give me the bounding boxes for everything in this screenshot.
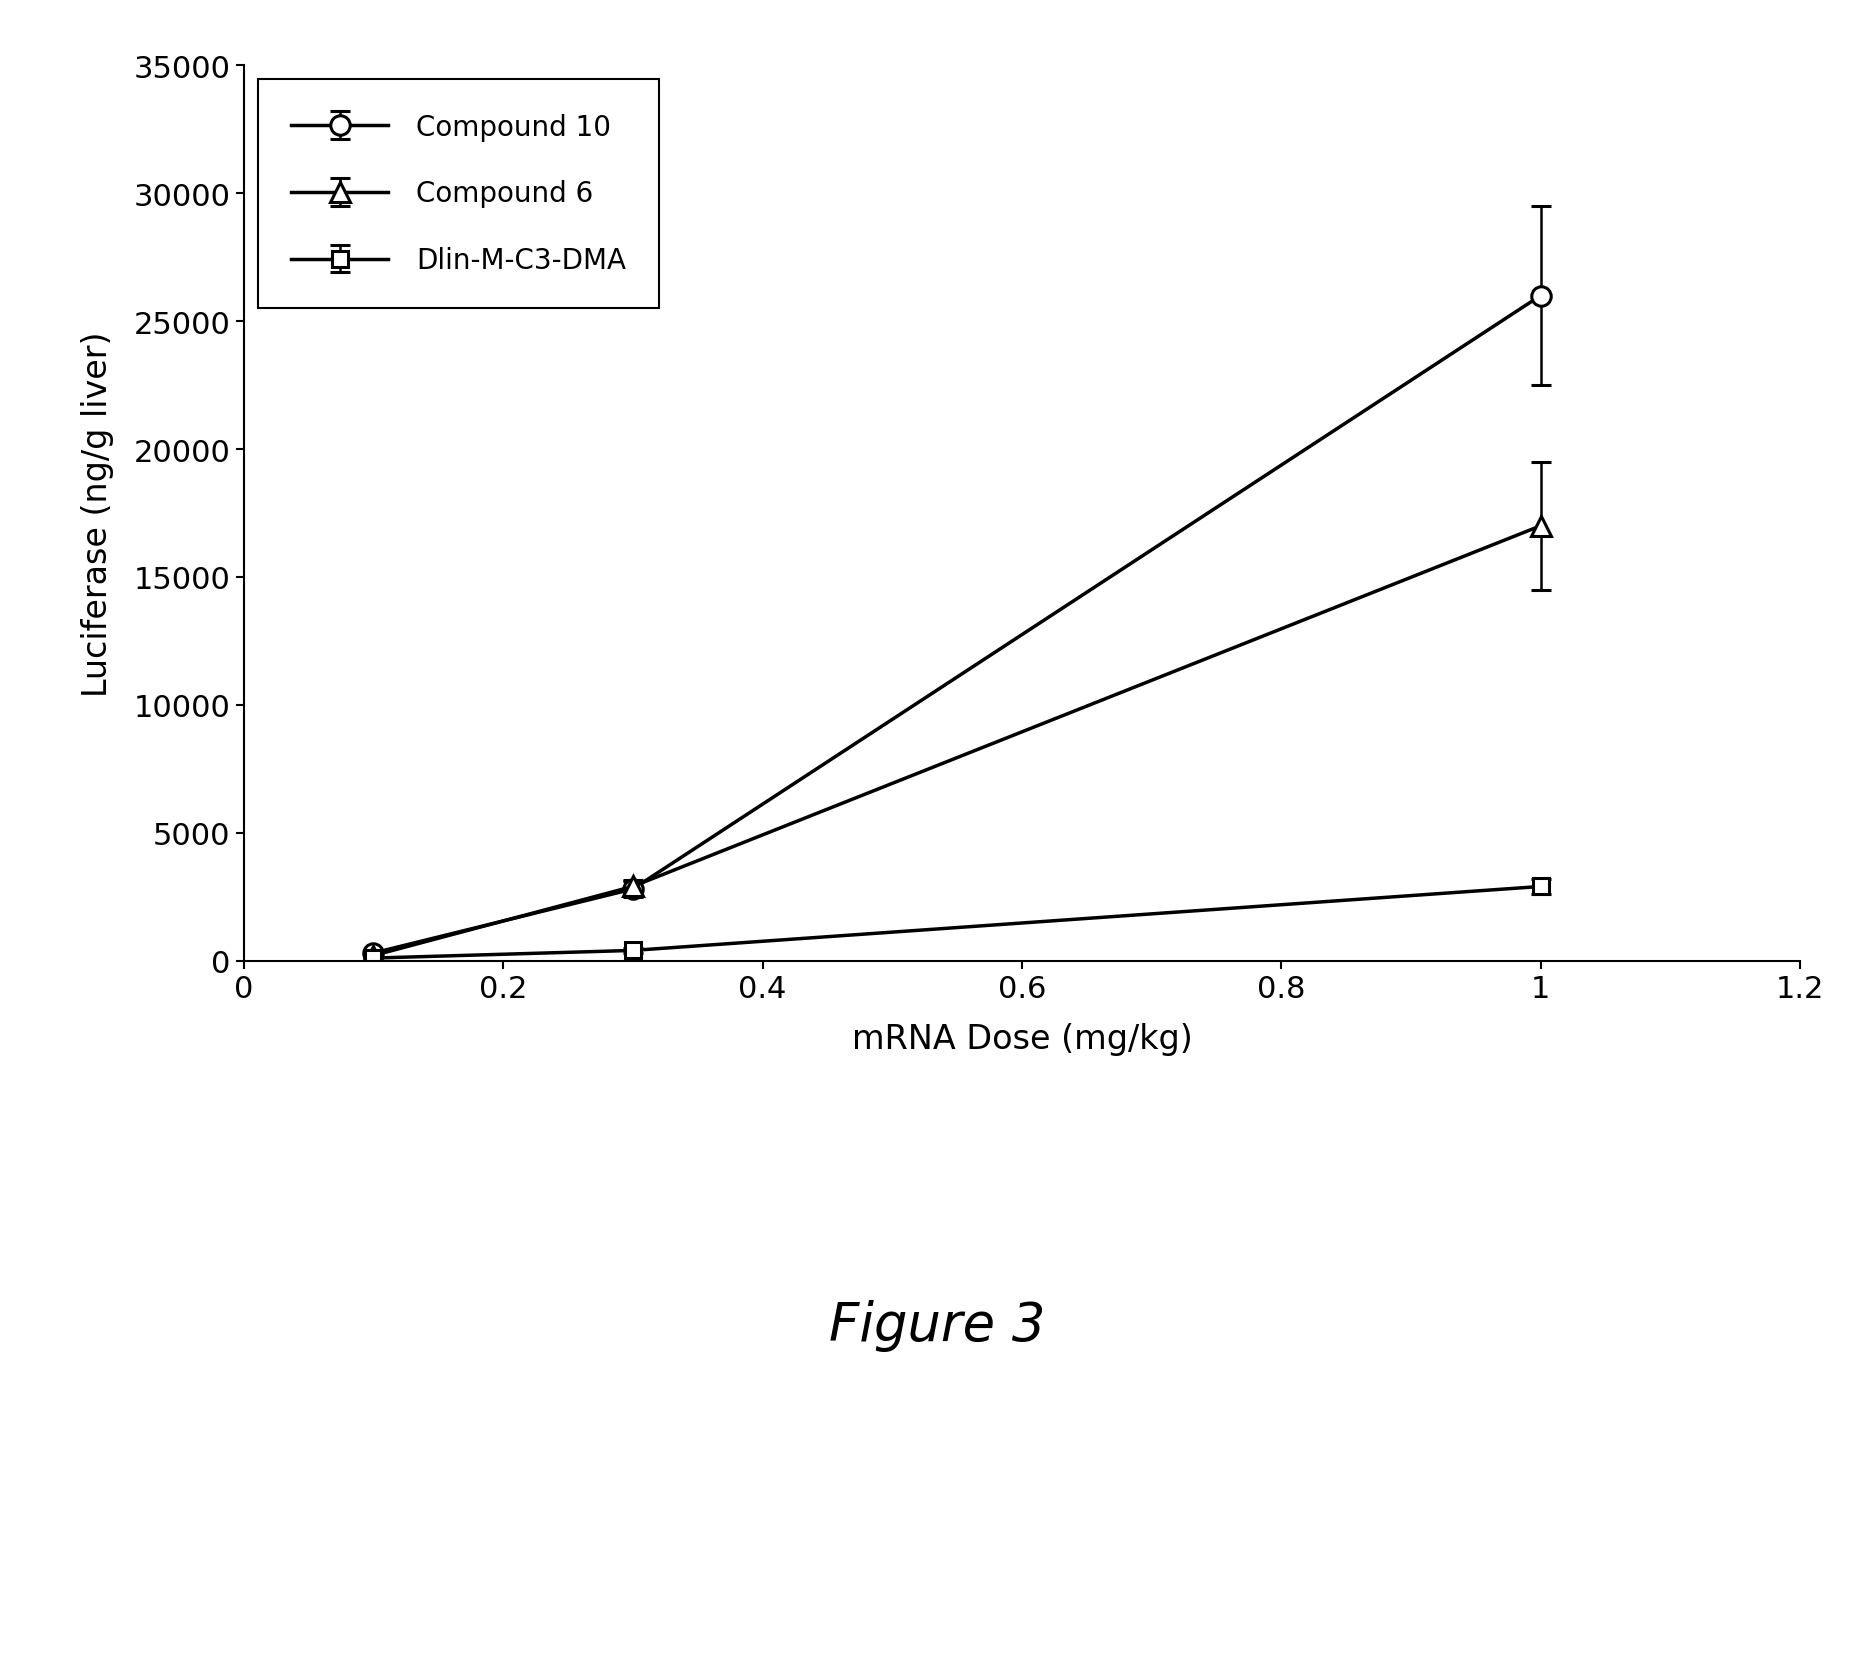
Text: Figure 3: Figure 3 (829, 1299, 1046, 1352)
Y-axis label: Luciferase (ng/g liver): Luciferase (ng/g liver) (81, 331, 114, 696)
X-axis label: mRNA Dose (mg/kg): mRNA Dose (mg/kg) (851, 1022, 1192, 1056)
Legend: Compound 10, Compound 6, Dlin-M-C3-DMA: Compound 10, Compound 6, Dlin-M-C3-DMA (257, 80, 660, 308)
